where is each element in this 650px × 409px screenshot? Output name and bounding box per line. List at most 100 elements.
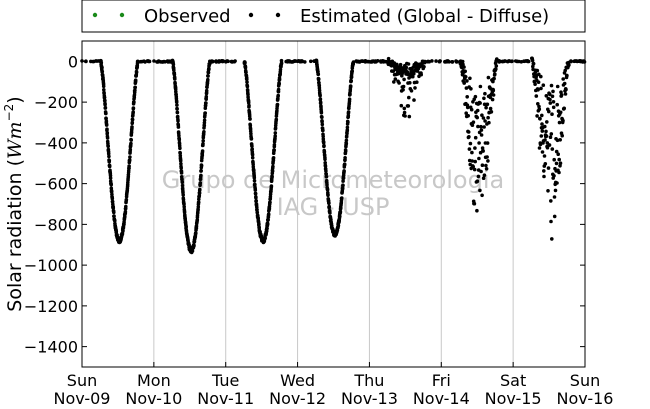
data-point: [114, 230, 119, 234]
data-point: [477, 156, 481, 161]
data-point: [266, 218, 270, 222]
data-point: [477, 141, 481, 145]
data-point: [423, 60, 428, 64]
data-point: [403, 114, 407, 118]
data-point: [542, 169, 546, 173]
data-point: [480, 163, 485, 167]
data-point: [407, 95, 411, 100]
data-point: [551, 100, 556, 104]
data-point: [482, 125, 486, 129]
data-point: [554, 149, 559, 154]
data-point: [229, 59, 234, 64]
data-point: [103, 102, 107, 107]
data-point: [437, 59, 442, 64]
data-point: [404, 65, 409, 70]
data-point: [550, 237, 554, 241]
data-point: [147, 59, 152, 64]
data-point: [386, 56, 391, 61]
data-point: [177, 138, 182, 142]
data-point: [409, 89, 414, 93]
x-tick-label-day: Mon: [137, 371, 171, 390]
data-point: [206, 70, 211, 75]
data-point: [513, 59, 518, 63]
data-point: [171, 62, 176, 67]
data-point: [548, 92, 552, 97]
x-axis-ticks: SunNov-09MonNov-10TueNov-11WedNov-12ThuN…: [54, 362, 614, 408]
x-tick-label-date: Nov-12: [269, 389, 326, 408]
data-point: [179, 166, 183, 170]
data-point: [493, 72, 497, 76]
data-point: [129, 141, 133, 146]
data-point: [549, 132, 554, 136]
data-point: [557, 170, 561, 175]
data-point: [552, 157, 556, 162]
data-point: [543, 124, 547, 129]
data-point: [203, 111, 207, 115]
data-point: [545, 145, 550, 150]
data-point: [479, 133, 484, 137]
data-point: [245, 84, 250, 89]
data-point: [395, 62, 399, 67]
data-point: [558, 138, 562, 142]
data-point: [124, 204, 128, 209]
data-point: [470, 123, 475, 127]
y-tick-label: −200: [34, 93, 78, 112]
data-point: [100, 65, 104, 70]
data-point: [402, 77, 406, 82]
data-point: [351, 60, 356, 64]
data-points: [80, 56, 587, 255]
data-point: [244, 70, 248, 75]
data-point: [106, 144, 110, 149]
data-point: [204, 88, 209, 93]
data-point: [399, 103, 404, 108]
data-point: [200, 149, 205, 153]
data-point: [551, 105, 556, 110]
watermark-line-1: Grupo de Micrometeorologia: [162, 166, 504, 194]
y-axis-label-close: ): [4, 96, 26, 103]
data-point: [536, 102, 540, 106]
data-point: [480, 146, 485, 150]
data-point: [243, 65, 248, 70]
data-point: [545, 120, 549, 124]
data-point: [272, 148, 276, 152]
y-axis-label-exponent: −2: [2, 104, 16, 122]
data-point: [309, 59, 313, 64]
data-point: [479, 124, 483, 129]
data-point: [250, 144, 254, 148]
data-point: [555, 102, 559, 107]
data-point: [462, 65, 466, 69]
data-point: [107, 164, 112, 169]
data-point: [564, 87, 568, 92]
data-point: [112, 210, 116, 215]
data-point: [131, 106, 136, 110]
data-point: [194, 231, 198, 235]
data-point: [560, 133, 564, 138]
data-point: [492, 76, 496, 81]
data-point: [174, 100, 179, 104]
data-point: [379, 59, 384, 64]
data-point: [464, 111, 469, 115]
data-point: [249, 137, 254, 141]
data-point: [475, 208, 479, 213]
data-point: [318, 93, 322, 98]
data-point: [357, 59, 362, 64]
data-point: [406, 104, 411, 108]
x-tick-label-day: Wed: [280, 371, 315, 390]
data-point: [473, 159, 478, 164]
data-point: [393, 77, 398, 81]
plot-frame: [81, 40, 586, 368]
data-point: [133, 88, 137, 93]
data-point: [348, 84, 353, 89]
data-point: [542, 154, 547, 158]
data-point: [370, 60, 374, 64]
data-point: [540, 150, 545, 154]
data-point: [113, 219, 117, 223]
data-point: [327, 201, 331, 206]
data-point: [480, 193, 484, 198]
data-point: [548, 101, 553, 105]
x-tick-label-date: Nov-16: [557, 389, 614, 408]
data-point: [254, 199, 258, 203]
data-point: [471, 120, 476, 124]
y-tick-label: 0: [68, 52, 78, 71]
x-tick-label-date: Nov-11: [197, 389, 254, 408]
